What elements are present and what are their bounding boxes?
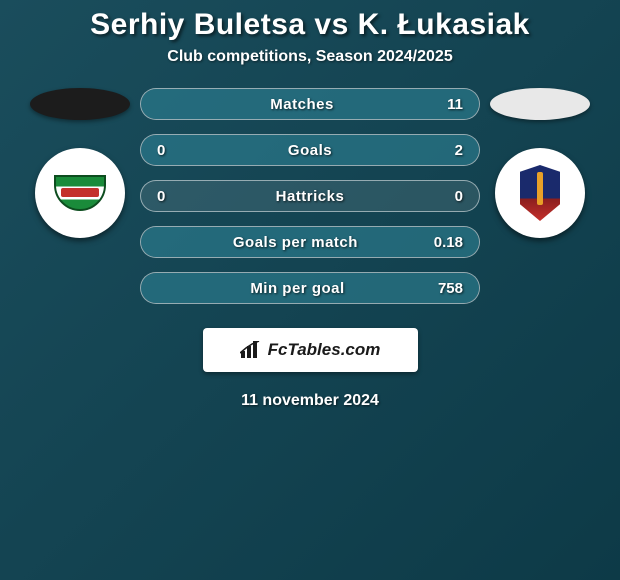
right-player-column — [480, 88, 600, 238]
stat-label: Matches — [157, 96, 447, 113]
bar-chart-icon — [240, 341, 262, 359]
stat-right-value: 11 — [447, 96, 463, 113]
right-club-crest-icon — [520, 165, 560, 221]
right-club-crest — [495, 148, 585, 238]
date-label: 11 november 2024 — [241, 392, 379, 410]
stat-right-value: 2 — [455, 142, 463, 159]
stat-row: 0Hattricks0 — [140, 180, 480, 212]
page-title: Serhiy Buletsa vs K. Łukasiak — [90, 8, 530, 42]
left-club-crest-icon — [54, 175, 106, 211]
stat-left-value: 0 — [157, 188, 165, 205]
brand-text: FcTables.com — [268, 340, 381, 360]
stat-row: Matches11 — [140, 88, 480, 120]
stat-row: Min per goal758 — [140, 272, 480, 304]
stats-list: Matches110Goals20Hattricks0Goals per mat… — [140, 88, 480, 304]
stat-row: 0Goals2 — [140, 134, 480, 166]
left-player-column — [20, 88, 140, 238]
stat-left-value: 0 — [157, 142, 165, 159]
stat-label: Min per goal — [157, 280, 438, 297]
left-club-crest — [35, 148, 125, 238]
brand-badge[interactable]: FcTables.com — [203, 328, 418, 372]
stat-label: Goals per match — [157, 234, 434, 251]
stat-right-value: 758 — [438, 280, 463, 297]
right-player-ellipse — [490, 88, 590, 120]
comparison-card: Serhiy Buletsa vs K. Łukasiak Club compe… — [0, 0, 620, 410]
stat-label: Goals — [165, 142, 454, 159]
left-player-ellipse — [30, 88, 130, 120]
main-row: Matches110Goals20Hattricks0Goals per mat… — [0, 88, 620, 304]
stat-right-value: 0 — [455, 188, 463, 205]
stat-label: Hattricks — [165, 188, 454, 205]
stat-row: Goals per match0.18 — [140, 226, 480, 258]
stat-right-value: 0.18 — [434, 234, 463, 251]
page-subtitle: Club competitions, Season 2024/2025 — [167, 48, 452, 66]
